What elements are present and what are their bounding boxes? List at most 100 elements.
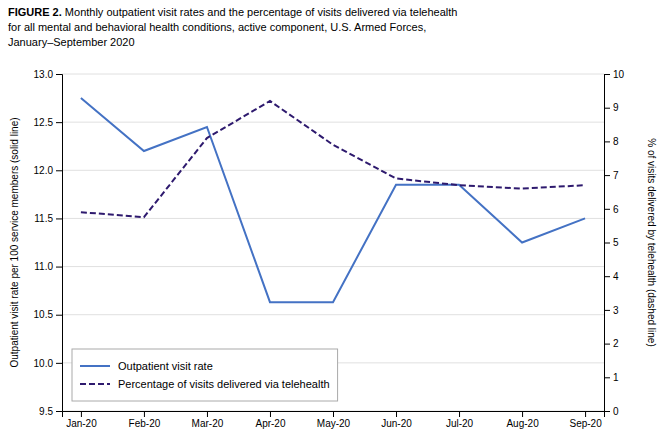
axis-line — [56, 75, 63, 412]
title-line: for all mental and behavioral health con… — [8, 21, 426, 33]
grid-line — [62, 122, 604, 123]
tick-mark — [56, 315, 62, 316]
tick: 0 — [604, 406, 619, 417]
tick-mark — [459, 411, 460, 417]
tick-mark — [604, 310, 610, 311]
tick-mark — [604, 411, 610, 412]
x-axis: Jan-20 Feb-20 Mar-20 Apr-20 May-20 Jun-20 Jul-… — [63, 411, 605, 429]
grid-line — [62, 266, 604, 267]
tick: 13.0 — [34, 69, 62, 80]
tick-label: 3 — [613, 305, 619, 316]
y-axis: 9.5 10.0 10.5 11.0 11.5 12.0 12.5 13.0 — [34, 69, 63, 417]
tick-mark — [604, 243, 610, 244]
tick: 12.5 — [34, 117, 62, 128]
tick-label: 12.5 — [34, 117, 54, 128]
series-line — [81, 98, 585, 302]
tick-mark — [604, 74, 610, 75]
tick-mark — [270, 411, 271, 417]
tick: Sep-20 — [569, 411, 602, 429]
tick-label: May-20 — [317, 418, 351, 429]
tick: 3 — [604, 305, 619, 316]
tick: 8 — [604, 136, 619, 147]
tick-label: Sep-20 — [569, 418, 602, 429]
tick-label: 13.0 — [34, 69, 54, 80]
tick-mark — [333, 411, 334, 417]
title: FIGURE 2. Monthly outpatient visit rates… — [8, 6, 457, 48]
tick: 12.0 — [34, 165, 62, 176]
tick-label: Jan-20 — [66, 418, 97, 429]
grid-line — [62, 314, 604, 315]
tick-mark — [604, 377, 610, 378]
tick-label: Aug-20 — [506, 418, 539, 429]
tick-label: 2 — [613, 338, 619, 349]
tick: Jan-20 — [66, 411, 97, 429]
chart: FIGURE 2. Monthly outpatient visit rates… — [0, 0, 666, 441]
title-line: January–September 2020 — [8, 36, 135, 48]
tick-label: Apr-20 — [255, 418, 285, 429]
tick-label: Mar-20 — [192, 418, 224, 429]
title-line: FIGURE 2. Monthly outpatient visit rates… — [8, 6, 457, 18]
plot: Jan-20 Feb-20 Mar-20 Apr-20 May-20 Jun-20 Jul-… — [9, 69, 657, 429]
title-bold: FIGURE 2. — [8, 6, 62, 18]
tick-mark — [81, 411, 82, 417]
tick-mark — [144, 411, 145, 417]
tick: 1 — [604, 372, 619, 383]
tick-mark — [56, 170, 62, 171]
tick: 4 — [604, 271, 619, 282]
tick: 11.0 — [34, 261, 62, 272]
tick-label: 9.5 — [39, 406, 53, 417]
axis-line — [605, 75, 611, 412]
tick-label: 7 — [613, 170, 619, 181]
tick-label: Jul-20 — [446, 418, 474, 429]
grid — [62, 74, 604, 411]
series-line — [81, 101, 585, 217]
tick-label: 8 — [613, 136, 619, 147]
tick: Aug-20 — [506, 411, 539, 429]
tick: 9.5 — [39, 406, 62, 417]
legend-swatch — [80, 383, 110, 385]
tick: 10.5 — [34, 309, 62, 320]
tick: Jul-20 — [446, 411, 474, 429]
tick-mark — [56, 74, 62, 75]
legend: Outpatient visit rate Percentage of visit… — [72, 349, 338, 401]
tick: Feb-20 — [129, 411, 161, 429]
tick-mark — [207, 411, 208, 417]
tick-label: 10.5 — [34, 309, 54, 320]
tick-label: 10.0 — [34, 358, 54, 369]
legend-swatch — [80, 365, 110, 367]
tick: 9 — [604, 102, 619, 113]
legend-label: Percentage of visits delivered via teleh… — [118, 378, 330, 390]
tick: 6 — [604, 204, 619, 215]
tick: 10.0 — [34, 358, 62, 369]
axis-line — [63, 412, 605, 418]
tick: Jun-20 — [381, 411, 412, 429]
tick-label: 0 — [613, 406, 619, 417]
tick-mark — [604, 209, 610, 210]
y2-axis: 0 1 2 3 4 5 6 7 8 9 10 — [604, 69, 625, 417]
tick-mark — [396, 411, 397, 417]
tick-mark — [585, 411, 586, 417]
tick-label: 10 — [613, 69, 625, 80]
tick-label: 9 — [613, 102, 619, 113]
tick: 5 — [604, 237, 619, 248]
tick-label: Feb-20 — [129, 418, 161, 429]
grid-line — [62, 170, 604, 171]
legend-label: Outpatient visit rate — [118, 360, 213, 372]
tick-mark — [56, 411, 62, 412]
tick-label: 11.5 — [34, 213, 53, 224]
tick: 7 — [604, 170, 619, 181]
legend-box — [72, 349, 338, 401]
tick-mark — [56, 363, 62, 364]
tick: 2 — [604, 338, 619, 349]
tick-mark — [604, 141, 610, 142]
tick: 11.5 — [34, 213, 62, 224]
grid-line — [62, 218, 604, 219]
tick-mark — [604, 175, 610, 176]
tick-label: 4 — [613, 271, 619, 282]
tick: May-20 — [317, 411, 351, 429]
tick-mark — [56, 122, 62, 123]
tick-label: 6 — [613, 204, 619, 215]
tick-label: 12.0 — [34, 165, 54, 176]
lines — [81, 98, 585, 302]
tick: Mar-20 — [192, 411, 224, 429]
